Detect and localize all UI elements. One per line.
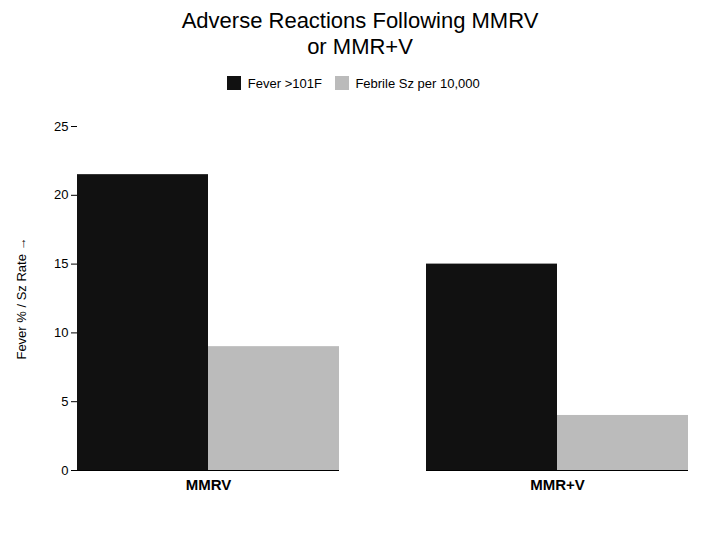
svg-text:20: 20 bbox=[54, 188, 68, 203]
svg-text:Fever % / Sz Rate →: Fever % / Sz Rate → bbox=[14, 238, 29, 360]
html-text:Fever >101F: Fever >101F bbox=[247, 75, 322, 91]
svg-text:10: 10 bbox=[54, 325, 68, 340]
svg-text:0: 0 bbox=[61, 463, 68, 478]
html-text:Febrile Sz per 10,000: Febrile Sz per 10,000 bbox=[355, 75, 480, 91]
svg-text:25: 25 bbox=[54, 119, 68, 134]
svg-text:MMR+V: MMR+V bbox=[530, 476, 585, 493]
html-text:Adverse Reactions Following MM: Adverse Reactions Following MMRV or MMR+… bbox=[181, 8, 539, 60]
svg-text:MMRV: MMRV bbox=[186, 476, 232, 493]
svg-text:15: 15 bbox=[54, 257, 68, 272]
svg-text:5: 5 bbox=[61, 394, 68, 409]
